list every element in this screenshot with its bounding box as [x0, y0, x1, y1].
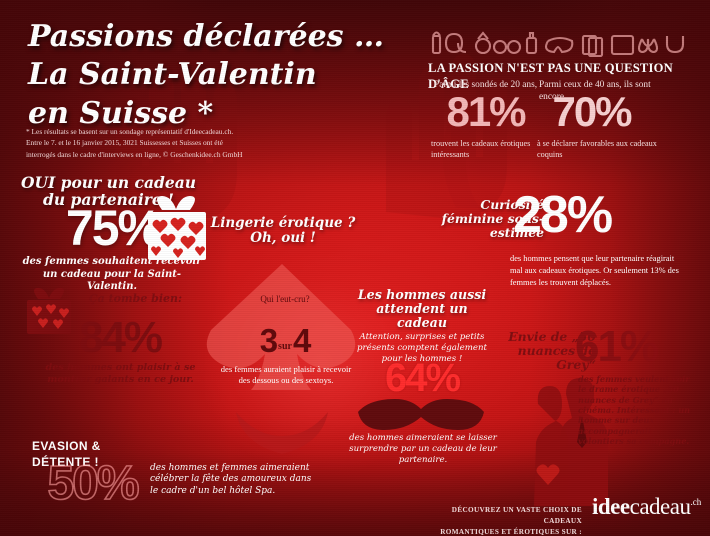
- block-75-value: 75%: [65, 200, 162, 256]
- logo-light-part: cadeau: [629, 494, 691, 519]
- block-50-value: 50%: [47, 457, 141, 510]
- block-28-caption: des hommes pensent que leur partenaire r…: [510, 254, 679, 287]
- block-28-value: 28%: [513, 186, 613, 244]
- cuff-right-icon: [506, 39, 522, 55]
- fraction-denominator: 4: [292, 322, 311, 359]
- cards-back-icon: [587, 36, 604, 57]
- block-50-heading: EVASION & DÉTENTE !: [32, 439, 101, 470]
- block-64-heading: Les hommes aussi attendent un cadeau: [357, 287, 487, 331]
- footer-lead-line-2: ROMANTIQUES ET ÉROTIQUES SUR :: [440, 527, 582, 536]
- 18plus-icon: [610, 34, 635, 56]
- title-line-3: en Suisse *: [28, 95, 214, 131]
- age-right-value: 70%: [552, 88, 632, 135]
- block-61-value: 61%: [575, 322, 659, 371]
- block-64-lead: Attention, surprises et petits présents …: [357, 332, 487, 364]
- title-line-2: La Saint-Valentin: [28, 57, 317, 93]
- page-title: Passions déclarées … La Saint-Valentin e…: [28, 18, 428, 133]
- block-84-lead: Ça tombe bien:: [88, 292, 183, 305]
- footer-lead-text: DÉCOUVREZ UN VASTE CHOIX DE CADEAUX ROMA…: [412, 505, 582, 536]
- age-left-lead: Parmi les sondés de 20 ans,: [434, 80, 538, 90]
- block-lingerie-lead: Qui l'eut-cru?: [260, 294, 310, 304]
- spade-heart-shape-icon: [206, 264, 356, 390]
- block-64-value: 64%: [384, 356, 461, 400]
- footnote-line-3: interrogés dans le cadre d'interviews en…: [26, 149, 243, 159]
- footnote-source-note: * Les résultats se basent sur un sondage…: [26, 126, 316, 160]
- bottle-neck-icon: [528, 31, 535, 38]
- mask-icon: [544, 36, 574, 54]
- cuff-left-icon: [492, 39, 508, 55]
- age-right-lead: Parmi ceux de 40 ans, ils sont encore,: [539, 80, 651, 103]
- fraction-separator: sur: [278, 341, 292, 352]
- block-61-heading: Envie de „50 nuances de Grey“: [508, 329, 596, 372]
- ideecadeau-logo[interactable]: ideecadeau.ch: [592, 494, 704, 528]
- ring-icon: [474, 37, 492, 55]
- age-left-value: 81%: [446, 88, 526, 135]
- block-61-caption: des femmes veulent voir le drame érotiqu…: [578, 374, 691, 446]
- footnote-line-1: * Les résultats se basent sur un sondage…: [26, 127, 234, 136]
- footnote-line-2: Entre le 7. et le 16 janvier 2015, 3021 …: [26, 138, 223, 148]
- title-line-1: Passions déclarées …: [28, 19, 385, 54]
- block-75-caption: des femmes souhaitent recevoir un cadeau…: [22, 256, 202, 293]
- block-lingerie-caption: des femmes auraient plaisir à recevoir d…: [220, 364, 352, 386]
- ring-stone-icon: [477, 31, 489, 40]
- block-28-heading: Curiosité féminine sous-estimée: [441, 197, 544, 240]
- logo-bold-part: idee: [592, 494, 630, 519]
- age-block-heading: LA PASSION N'EST PAS UNE QUESTION D'ÂGE: [428, 61, 673, 92]
- couple-silhouette-icon: [534, 378, 608, 506]
- hands-silhouette-icon: [116, 54, 507, 218]
- block-lingerie-heading: Lingerie érotique ? Oh, oui !: [210, 215, 356, 247]
- age-left-caption: trouvent les cadeaux érotiques intéressa…: [431, 139, 531, 159]
- block-75-heading: OUI pour un cadeau du partenaire !: [20, 173, 197, 210]
- lipstick-tip-icon: [432, 31, 441, 37]
- lipstick-icon: [431, 34, 442, 55]
- gift-box-hearts-icon: [148, 196, 206, 260]
- bra-icon: [637, 38, 659, 54]
- fraction-numerator: 3: [259, 322, 278, 359]
- gift-box-dark-icon: [27, 288, 71, 334]
- block-64-caption: des hommes aimeraient se laisser surpren…: [349, 433, 497, 465]
- stethoscope-icon: [665, 36, 685, 54]
- moustache-icon: [358, 399, 484, 430]
- block-84-value: 84%: [78, 313, 163, 362]
- logo-tld-part: .ch: [690, 497, 702, 507]
- block-lingerie-fraction: 3sur4: [220, 322, 350, 360]
- handcuffs-icon: [444, 32, 467, 54]
- footer-lead-line-1: DÉCOUVREZ UN VASTE CHOIX DE CADEAUX: [451, 506, 582, 525]
- bottle-icon: [525, 36, 538, 55]
- age-right-caption: à se déclarer favorables aux cadeaux coq…: [537, 139, 657, 159]
- erotic-icons-strip: [431, 31, 685, 57]
- block-50-caption: des hommes et femmes aimeraient célébrer…: [150, 463, 312, 496]
- bra-panties-icon: [236, 412, 328, 454]
- block-84-caption: des hommes ont plaisir à se montrer gala…: [45, 362, 196, 386]
